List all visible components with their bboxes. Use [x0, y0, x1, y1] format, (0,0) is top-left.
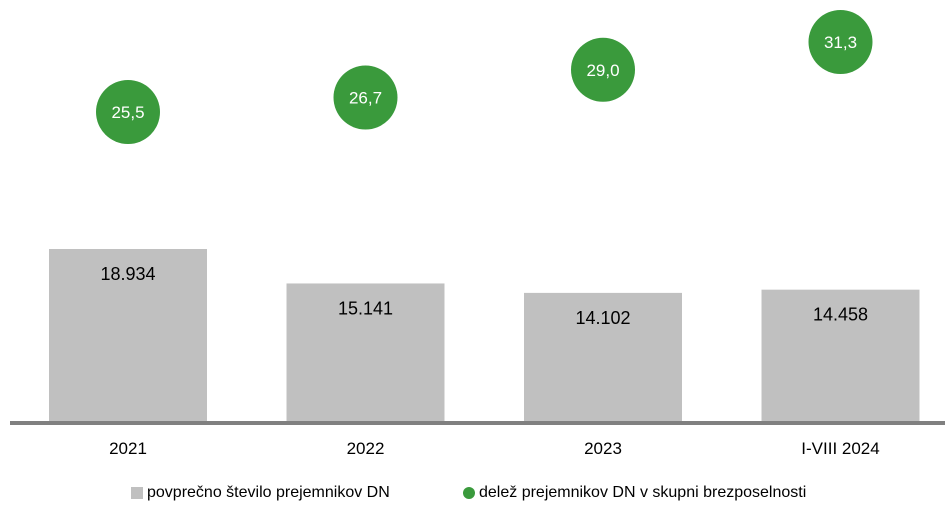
x-tick-label-4: I-VIII 2024 — [801, 439, 879, 458]
bar-value-label-2: 15.141 — [338, 298, 393, 318]
bar-1 — [49, 249, 207, 421]
bar-value-label-4: 14.458 — [813, 305, 868, 325]
dot-4 — [808, 10, 873, 74]
dot-value-label-3: 29,0 — [586, 61, 619, 80]
x-tick-labels: 2021 2022 2023 I-VIII 2024 — [109, 439, 880, 458]
dot-value-label-1: 25,5 — [111, 103, 144, 122]
legend-swatch-dots — [463, 487, 475, 499]
x-tick-label-2: 2022 — [347, 439, 385, 458]
legend: povprečno število prejemnikov DN delež p… — [0, 484, 945, 506]
dots-series: 25,5 26,7 29,0 31,3 — [96, 10, 873, 144]
dot-3 — [571, 37, 635, 102]
bar-value-label-1: 18.934 — [100, 264, 155, 284]
legend-label-dots: delež prejemnikov DN v skupni brezposeln… — [479, 484, 807, 501]
legend-item-dots: delež prejemnikov DN v skupni brezposeln… — [463, 484, 806, 502]
legend-label-bars: povprečno število prejemnikov DN — [147, 484, 390, 501]
x-tick-label-3: 2023 — [584, 439, 622, 458]
legend-swatch-bars — [131, 487, 143, 499]
dot-1 — [96, 80, 160, 144]
bar-4 — [761, 289, 920, 421]
bars-series — [49, 249, 920, 421]
dot-2 — [333, 65, 398, 130]
legend-item-bars: povprečno število prejemnikov DN — [131, 484, 390, 502]
bar-3 — [524, 292, 682, 421]
bar-labels: 18.934 15.141 14.102 14.458 — [100, 264, 868, 328]
dot-value-label-2: 26,7 — [349, 89, 382, 108]
x-tick-label-1: 2021 — [109, 439, 147, 458]
bar-2 — [286, 283, 445, 421]
bar-value-label-3: 14.102 — [575, 308, 630, 328]
dot-value-label-4: 31,3 — [824, 33, 857, 52]
